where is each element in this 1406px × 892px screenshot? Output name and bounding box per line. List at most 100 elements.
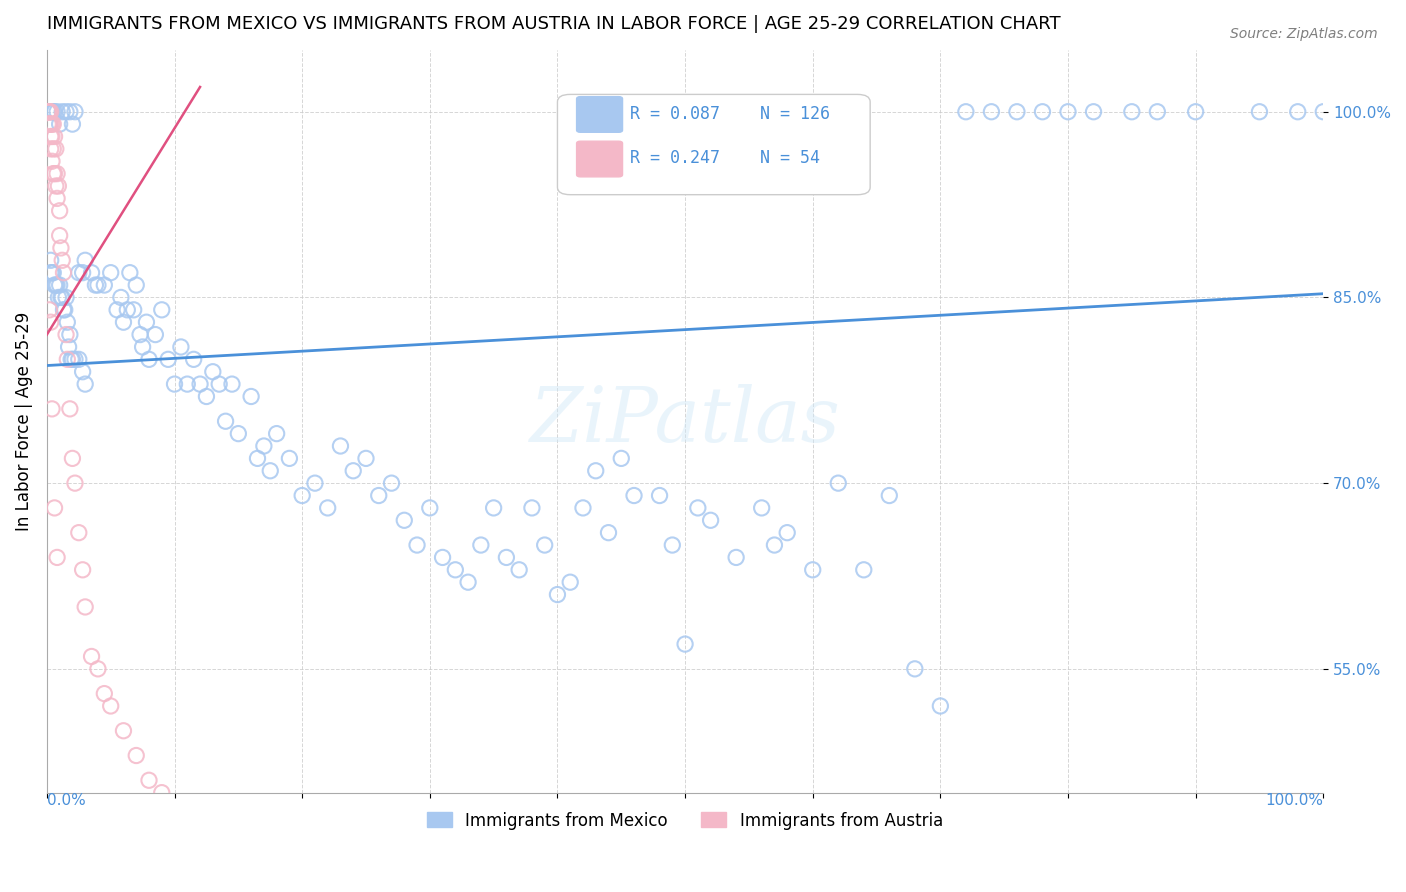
Point [751,500,773,515]
FancyBboxPatch shape [557,95,870,194]
Point [145,327,167,342]
Point [53,302,76,317]
Point [904,662,927,676]
Point [125,278,148,293]
Point [44,500,66,515]
Point [699,513,721,527]
Point [221,377,243,392]
Point [46,278,69,293]
Point [42,167,65,181]
Point [444,563,467,577]
Point [48,117,70,131]
Point [37,117,59,131]
Point [1249,104,1271,119]
Point [37,104,59,119]
Point [39,253,62,268]
Point [42,104,65,119]
Point [72,365,94,379]
Point [291,489,314,503]
Point [1184,104,1206,119]
Text: 0.0%: 0.0% [46,793,86,807]
Point [62,451,84,466]
Point [38,117,60,131]
Text: ZiPatlas: ZiPatlas [530,384,841,458]
Point [266,426,288,441]
Point [45,179,67,194]
Point [228,426,250,441]
Point [170,340,193,354]
Point [138,773,160,788]
Point [208,377,231,392]
Point [110,290,132,304]
Point [48,278,70,293]
Point [38,104,60,119]
Point [316,500,339,515]
Point [75,377,97,392]
Point [457,575,479,590]
Point [42,142,65,156]
Point [37,104,59,119]
Point [827,476,849,491]
Point [49,290,72,304]
Point [51,290,73,304]
Point [520,500,543,515]
Point [39,129,62,144]
Point [246,451,269,466]
Point [852,563,875,577]
Text: R = 0.087    N = 126: R = 0.087 N = 126 [630,104,830,123]
Point [41,117,63,131]
Point [508,563,530,577]
Point [138,352,160,367]
Point [240,389,263,403]
Point [419,500,441,515]
Point [112,315,135,329]
Point [955,104,977,119]
Point [55,327,77,342]
Point [623,489,645,503]
Text: R = 0.247    N = 54: R = 0.247 N = 54 [630,149,820,168]
Point [118,266,141,280]
Point [55,290,77,304]
Point [648,489,671,503]
Point [183,352,205,367]
Point [585,464,607,478]
Point [394,513,416,527]
FancyBboxPatch shape [576,96,623,132]
Point [45,278,67,293]
Point [48,203,70,218]
Point [122,302,145,317]
Point [41,129,63,144]
Legend: Immigrants from Mexico, Immigrants from Austria: Immigrants from Mexico, Immigrants from … [420,805,949,837]
Point [46,191,69,205]
Point [763,538,786,552]
Point [44,129,66,144]
Point [1083,104,1105,119]
Point [673,637,696,651]
Point [39,104,62,119]
Text: 100.0%: 100.0% [1265,793,1323,807]
Point [41,401,63,416]
Point [100,266,122,280]
Point [1005,104,1028,119]
Point [39,117,62,131]
Point [62,117,84,131]
Point [49,241,72,255]
Point [1031,104,1053,119]
Point [41,104,63,119]
Point [304,476,326,491]
Point [48,290,70,304]
Point [150,786,173,800]
Point [131,340,153,354]
Point [56,352,79,367]
Point [176,377,198,392]
Point [39,266,62,280]
Point [80,266,103,280]
Point [42,266,65,280]
Point [188,377,211,392]
Point [342,464,364,478]
Point [56,315,79,329]
Point [380,476,402,491]
Point [37,104,59,119]
Point [354,451,377,466]
Point [39,104,62,119]
